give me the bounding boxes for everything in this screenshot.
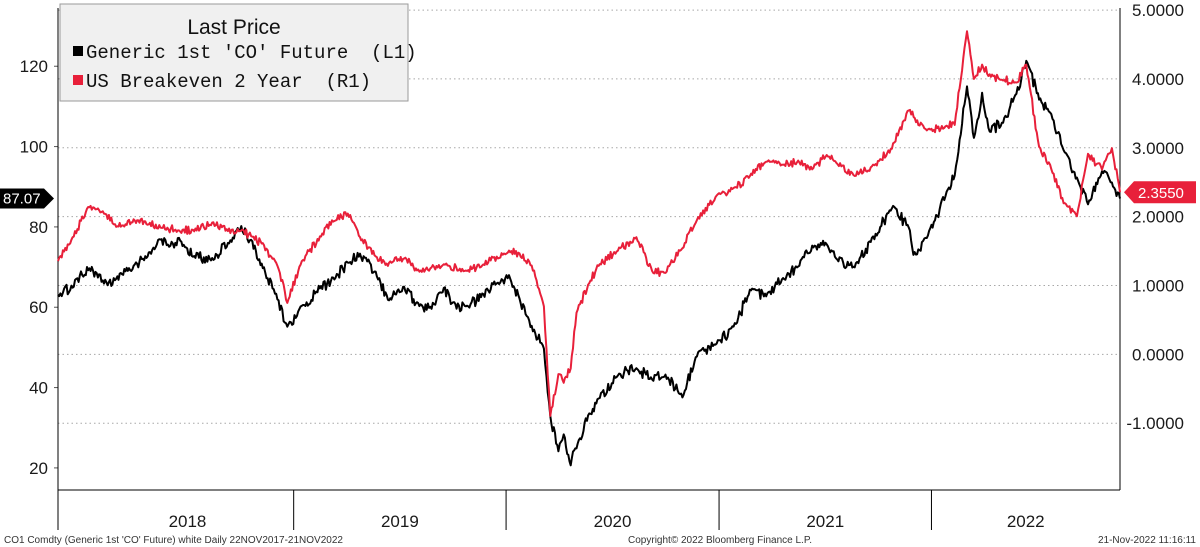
right-tick-label: 4.0000 (1132, 70, 1184, 89)
last-value-tags: 87.07 2.3550 (0, 181, 1196, 209)
footer-source: CO1 Comdty (Generic 1st 'CO' Future) whi… (4, 535, 343, 546)
left-y-axis: 20 40 60 80 100 120 (20, 57, 58, 478)
legend: Last Price Generic 1st 'CO' Future (L1) … (59, 3, 417, 102)
x-tick-label: 2018 (169, 512, 207, 531)
x-tick-label: 2021 (806, 512, 844, 531)
legend-entry-breakeven: US Breakeven 2 Year (R1) (86, 71, 371, 93)
right-tick-label: 3.0000 (1132, 139, 1184, 158)
left-tick-label: 100 (20, 138, 48, 157)
x-tick-label: 2020 (594, 512, 632, 531)
footer-timestamp: 21-Nov-2022 11:16:11 (1098, 535, 1196, 546)
legend-box (59, 3, 409, 102)
x-axis: 2018 2019 2020 2021 2022 (57, 8, 1121, 531)
left-tick-label: 120 (20, 57, 48, 76)
right-tick-label: -1.0000 (1126, 414, 1184, 433)
right-y-axis: -1.0000 0.0000 1.0000 2.0000 3.0000 4.0000 5.0… (1126, 1, 1184, 433)
right-tick-label: 2.0000 (1132, 208, 1184, 227)
left-tick-label: 40 (29, 379, 48, 398)
left-tick-label: 80 (29, 218, 48, 237)
last-value-label-left: 87.07 (3, 191, 41, 208)
legend-title: Last Price (187, 16, 280, 39)
footer-copyright: Copyright© 2022 Bloomberg Finance L.P. (628, 535, 812, 546)
legend-swatch-brent (73, 46, 83, 56)
series-line-breakeven (57, 30, 1121, 417)
x-tick-label: 2022 (1007, 512, 1045, 531)
last-value-label-right: 2.3550 (1138, 185, 1184, 202)
legend-swatch-breakeven (73, 75, 83, 85)
x-tick-label: 2019 (381, 512, 419, 531)
last-value-tag-left (0, 188, 54, 209)
right-tick-label: 5.0000 (1132, 1, 1184, 20)
last-value-tag-right (1124, 181, 1196, 204)
legend-entry-brent: Generic 1st 'CO' Future (L1) (86, 42, 417, 64)
left-tick-label: 20 (29, 459, 48, 478)
right-tick-label: 0.0000 (1132, 345, 1184, 364)
right-tick-label: 1.0000 (1132, 276, 1184, 295)
series-layer (57, 30, 1121, 467)
left-tick-label: 60 (29, 298, 48, 317)
